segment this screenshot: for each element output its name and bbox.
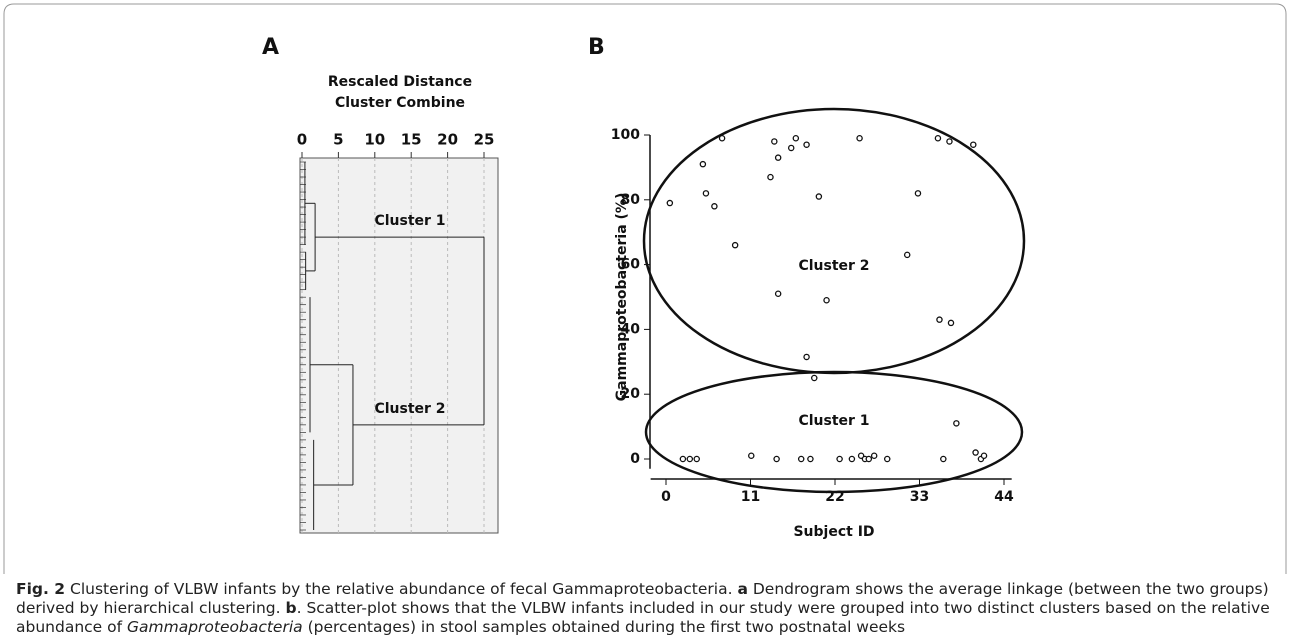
point — [702, 190, 710, 197]
y-axis-label: Gammaproteobacteria (%) — [614, 193, 630, 402]
caption-part: b — [285, 599, 297, 617]
point — [970, 141, 977, 148]
point — [731, 241, 739, 249]
frame — [3, 3, 1287, 574]
x-tick-label: 25 — [474, 131, 495, 149]
dendrogram-box — [299, 157, 499, 534]
x-tick-label: 0 — [297, 131, 307, 149]
panel-label: B — [588, 35, 605, 60]
point — [767, 173, 774, 181]
cluster-label: Cluster 1 — [374, 213, 445, 229]
x-tick-label: 22 — [825, 489, 844, 505]
point — [980, 452, 988, 460]
point — [679, 455, 687, 463]
point — [946, 138, 953, 145]
point — [953, 420, 960, 427]
point — [914, 190, 922, 197]
x-tick-label: 11 — [741, 489, 760, 505]
caption-part: . Scatter-plot shows that the VLBW infan… — [16, 599, 1270, 636]
point — [836, 455, 843, 463]
point — [856, 134, 863, 142]
caption-part: Gammaproteobacteria — [127, 618, 303, 636]
point — [870, 452, 878, 460]
subtitle: Cluster Combine — [335, 95, 465, 111]
x-tick-label: 0 — [661, 489, 671, 505]
point — [787, 144, 795, 152]
point — [693, 455, 700, 463]
point — [797, 455, 805, 463]
figure: A Rescaled Distance Cluster Combine B Ga… — [3, 3, 1287, 574]
point — [972, 449, 979, 456]
point — [903, 251, 911, 259]
point — [718, 134, 726, 142]
y-tick-label: 60 — [621, 257, 641, 273]
point — [711, 203, 718, 210]
x-tick-label: 15 — [401, 131, 422, 149]
point — [773, 455, 780, 463]
point — [699, 160, 707, 168]
panel-label: A — [262, 35, 279, 60]
caption-part: Dendrogram shows the average linkage (be… — [16, 580, 1269, 617]
cluster-ellipse — [644, 370, 1024, 494]
point — [865, 455, 873, 463]
point — [811, 374, 818, 382]
caption-part: a — [737, 580, 748, 598]
point — [823, 296, 830, 304]
y-tick-label: 40 — [621, 321, 641, 337]
y-tick-label: 0 — [630, 451, 640, 467]
point — [803, 141, 810, 148]
caption-part: (percentages) in stool samples obtained … — [302, 618, 906, 636]
annotation: Cluster 2 — [798, 258, 869, 274]
point — [848, 455, 856, 463]
y-tick-label: 20 — [621, 386, 641, 402]
cluster-ellipse — [642, 107, 1026, 375]
x-tick-label: 44 — [994, 489, 1014, 505]
annotation: Cluster 1 — [798, 413, 869, 429]
point — [792, 134, 800, 142]
point — [771, 138, 778, 145]
point — [947, 319, 955, 327]
point — [774, 154, 782, 161]
point — [774, 290, 782, 298]
point — [883, 455, 891, 463]
x-axis-label: Subject ID — [793, 524, 874, 540]
point — [807, 455, 814, 463]
title: Rescaled Distance — [328, 74, 472, 90]
y-tick-label: 100 — [611, 127, 640, 143]
point — [666, 199, 674, 207]
point — [936, 316, 943, 323]
point — [686, 455, 694, 463]
x-tick-label: 20 — [437, 131, 458, 149]
point — [815, 193, 823, 200]
point — [748, 452, 755, 460]
caption-part: Fig. 2 — [16, 580, 66, 598]
y-tick-label: 80 — [621, 192, 641, 208]
x-tick-label: 33 — [910, 489, 929, 505]
x-tick-label: 5 — [333, 131, 343, 149]
point — [940, 455, 947, 463]
caption: Fig. 2 Clustering of VLBW infants by the… — [16, 580, 1278, 637]
point — [934, 134, 942, 142]
x-tick-label: 10 — [364, 131, 385, 149]
point — [803, 353, 810, 361]
cluster-label: Cluster 2 — [374, 401, 445, 417]
caption-part: Clustering of VLBW infants by the relati… — [65, 580, 738, 598]
